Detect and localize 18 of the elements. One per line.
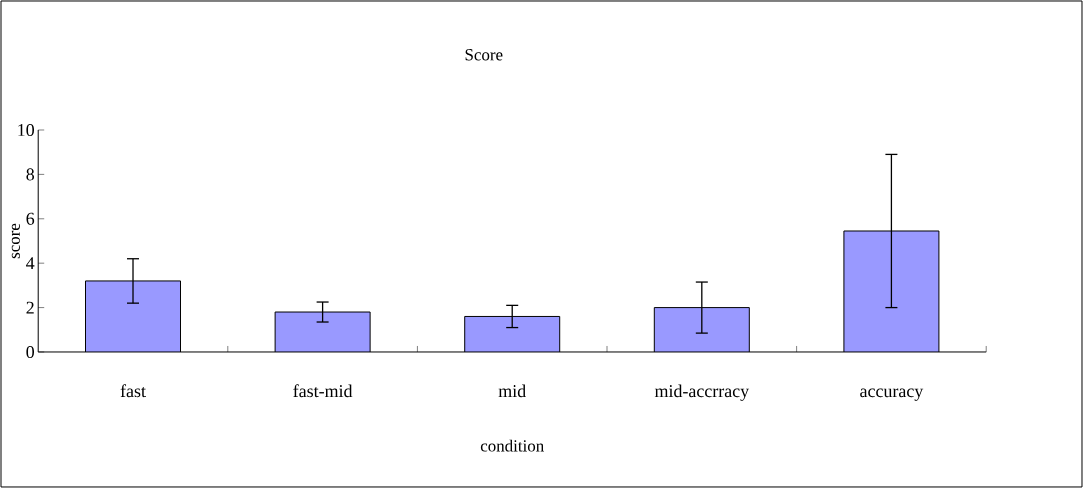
- x-tick-label: mid-accrracy: [654, 384, 750, 401]
- x-tick-label: fast: [120, 384, 146, 398]
- y-tick-label: 2: [26, 301, 34, 314]
- x-tick-label: fast-mid: [293, 384, 353, 398]
- y-tick-label: 8: [26, 168, 35, 181]
- y-tick-label: 6: [26, 212, 35, 225]
- y-tick-label: 0: [26, 345, 35, 359]
- x-tick-label: mid: [498, 384, 526, 398]
- x-axis-title: condition: [480, 439, 544, 452]
- y-axis-title: score: [11, 223, 20, 259]
- bar: [85, 280, 181, 352]
- bar: [464, 316, 560, 352]
- y-tick-label: 10: [18, 123, 35, 137]
- chart-title: Score: [465, 49, 503, 61]
- x-tick-label: accuracy: [860, 388, 924, 401]
- bar: [275, 312, 371, 352]
- bar: [654, 307, 750, 352]
- y-tick-label: 4: [26, 257, 35, 270]
